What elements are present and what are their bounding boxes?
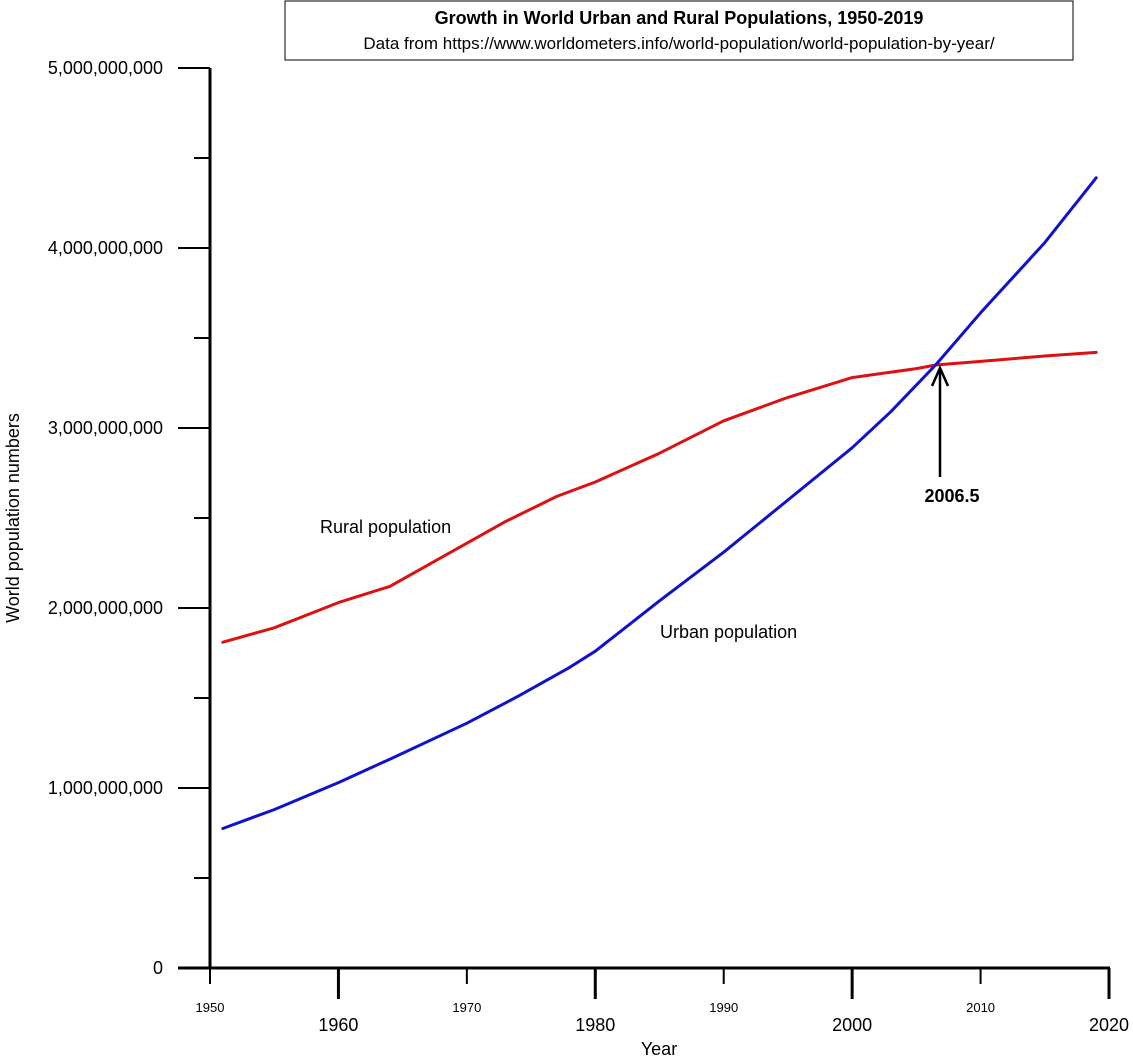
y-tick-label: 5,000,000,000 — [48, 58, 163, 78]
x-tick-label-minor: 1950 — [196, 1000, 225, 1015]
chart-subtitle: Data from https://www.worldometers.info/… — [363, 34, 994, 53]
series-label-urban: Urban population — [660, 622, 797, 642]
y-ticks: 0 1,000,000,000 2,000,000,000 3,000,000,000… — [48, 58, 210, 978]
title-frame — [284, 0, 1074, 61]
x-tick-label-major: 1960 — [318, 1015, 358, 1035]
urban-population-line — [221, 176, 1098, 830]
x-ticks: 1960 1980 2000 2020 1950 1970 1990 2010 — [196, 968, 1129, 1035]
x-tick-label-minor: 2010 — [966, 1000, 995, 1015]
x-tick-label-minor: 1990 — [709, 1000, 738, 1015]
y-tick-label: 1,000,000,000 — [48, 778, 163, 798]
y-axis-label: World population numbers — [3, 413, 23, 623]
chart-title-box: Growth in World Urban and Rural Populati… — [284, 0, 1074, 61]
y-tick-label: 2,000,000,000 — [48, 598, 163, 618]
rural-population-line — [221, 350, 1098, 644]
annotation-arrow-head — [930, 364, 950, 387]
chart-title: Growth in World Urban and Rural Populati… — [435, 8, 924, 28]
y-tick-label: 4,000,000,000 — [48, 238, 163, 258]
x-axis-label: Year — [641, 1039, 677, 1059]
x-tick-label-major: 2000 — [832, 1015, 872, 1035]
series-layer — [221, 176, 1098, 830]
axes — [178, 68, 1110, 970]
x-tick-label-minor: 1970 — [452, 1000, 481, 1015]
y-tick-label: 0 — [153, 958, 163, 978]
x-tick-label-major: 2020 — [1089, 1015, 1129, 1035]
series-label-rural: Rural population — [320, 517, 451, 537]
y-tick-label: 3,000,000,000 — [48, 418, 163, 438]
crossover-annotation: 2006.5 — [924, 364, 980, 506]
x-tick-label-major: 1980 — [575, 1015, 615, 1035]
annotation-label: 2006.5 — [924, 486, 979, 506]
